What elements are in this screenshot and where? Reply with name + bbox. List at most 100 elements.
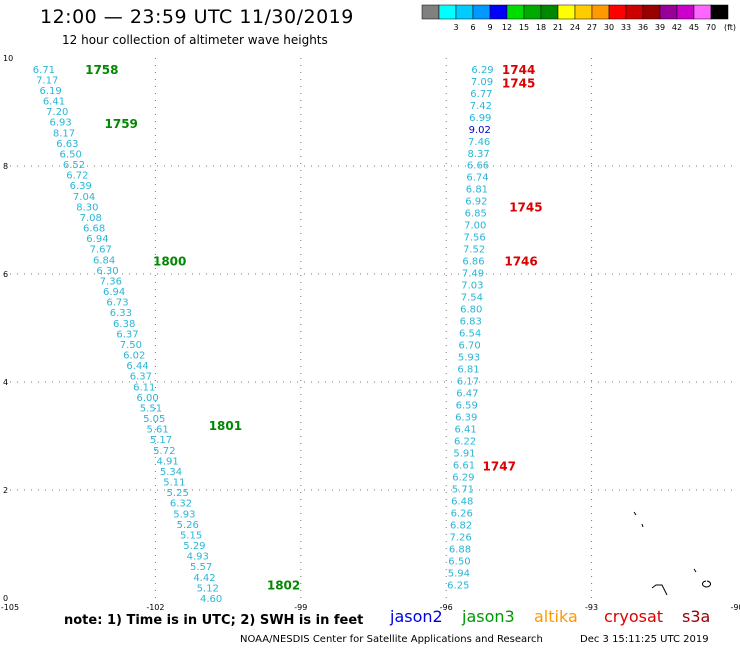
page-subtitle: 12 hour collection of altimeter wave hei…	[62, 33, 328, 47]
left-track-wave-height-label: 8.30	[76, 202, 98, 213]
right-track-wave-height-label: 6.25	[447, 581, 469, 592]
color-scale-swatch	[472, 4, 491, 20]
left-track-wave-height-label: 6.71	[33, 65, 55, 76]
color-scale-swatch	[693, 4, 712, 20]
right-track-wave-height-label: 6.29	[471, 65, 493, 76]
right-track-wave-height-label: 6.83	[460, 317, 482, 328]
left-track-wave-height-label: 5.25	[167, 488, 189, 499]
color-scale-label: 27	[587, 23, 597, 32]
satellite-legend-altika: altika	[534, 607, 578, 626]
right-track-wave-height-label: 7.03	[461, 281, 483, 292]
color-scale-label: 9	[487, 23, 492, 32]
right-track-wave-height-label: 5.94	[448, 569, 470, 580]
right-track-wave-height-label: 6.41	[455, 425, 477, 436]
color-scale-swatch	[455, 4, 474, 20]
left-track-wave-height-label: 7.17	[36, 75, 58, 86]
y-tick-label: 4	[3, 378, 8, 387]
right-track-wave-height-label: 6.82	[450, 521, 472, 532]
right-track-wave-height-label: 6.61	[453, 461, 475, 472]
left-track-wave-height-label: 4.42	[193, 573, 215, 584]
credit-text: NOAA/NESDIS Center for Satellite Applica…	[240, 634, 543, 645]
right-track-wave-height-label: 6.59	[456, 401, 478, 412]
left-track-time-label: 1758	[85, 63, 118, 77]
left-track-wave-height-label: 5.93	[173, 509, 195, 520]
left-track-wave-height-label: 6.32	[170, 499, 192, 510]
left-track-wave-height-label: 6.00	[136, 393, 158, 404]
left-track-wave-height-label: 6.68	[83, 224, 105, 235]
color-scale-swatch	[625, 4, 644, 20]
left-track-wave-height-label: 4.91	[157, 456, 179, 467]
right-track-wave-height-label: 6.47	[456, 389, 478, 400]
left-track-wave-height-label: 5.34	[160, 467, 182, 478]
left-track-wave-height-label: 5.61	[146, 425, 168, 436]
coastline-fragment	[633, 511, 711, 596]
color-scale-label: 39	[655, 23, 665, 32]
y-tick-label: 10	[3, 54, 13, 63]
x-tick-label: -99	[294, 603, 307, 612]
color-scale-swatch	[506, 4, 525, 20]
left-track-wave-height-label: 6.72	[66, 171, 88, 182]
y-tick-label: 2	[3, 486, 8, 495]
right-track-wave-height-label: 6.99	[469, 113, 491, 124]
right-track-wave-height-label: 7.26	[449, 533, 471, 544]
left-track-time-label: 1802	[267, 579, 300, 593]
right-track-wave-height-label: 7.52	[463, 245, 485, 256]
left-track-wave-height-label: 4.60	[200, 594, 222, 605]
right-track-wave-height-label: 6.50	[448, 557, 470, 568]
left-track-wave-height-label: 7.20	[46, 107, 68, 118]
left-track-wave-height-label: 6.44	[126, 361, 148, 372]
left-track-wave-height-label: 6.39	[70, 181, 92, 192]
left-track-wave-height-label: 6.73	[106, 298, 128, 309]
left-track-wave-height-label: 4.93	[187, 552, 209, 563]
right-track-wave-height-label: 7.49	[462, 269, 484, 280]
right-track-wave-height-label: 6.85	[465, 209, 487, 220]
right-track-wave-height-label: 5.91	[453, 449, 475, 460]
x-tick-label: -102	[146, 603, 164, 612]
left-track-wave-height-label: 5.29	[183, 541, 205, 552]
color-scale-swatch	[523, 4, 542, 20]
left-track-wave-height-label: 6.02	[123, 351, 145, 362]
page-title: 12:00 — 23:59 UTC 11/30/2019	[40, 6, 354, 28]
left-track-wave-height-label: 6.41	[43, 97, 65, 108]
left-track-wave-height-label: 7.08	[80, 213, 102, 224]
right-track-wave-height-label: 6.81	[466, 185, 488, 196]
left-track-wave-height-label: 7.50	[120, 340, 142, 351]
y-tick-label: 6	[3, 270, 8, 279]
satellite-legend-jason2: jason2	[390, 607, 443, 626]
left-track-wave-height-label: 6.37	[116, 329, 138, 340]
left-track-wave-height-label: 8.17	[53, 128, 75, 139]
left-track-wave-height-label: 6.11	[133, 382, 155, 393]
satellite-legend-jason3: jason3	[462, 607, 515, 626]
left-track-wave-height-label: 5.72	[153, 446, 175, 457]
color-scale-label: 6	[470, 23, 475, 32]
color-scale-label: 42	[672, 23, 682, 32]
left-track-wave-height-label: 6.52	[63, 160, 85, 171]
right-track-wave-height-label: 6.74	[466, 173, 488, 184]
right-track-time-label: 1745	[502, 76, 535, 90]
color-scale-swatch	[489, 4, 508, 20]
right-track-wave-height-label: 6.54	[459, 329, 481, 340]
right-track-wave-height-label: 6.26	[451, 509, 473, 520]
left-track-wave-height-label: 6.30	[96, 266, 118, 277]
left-track-wave-height-label: 6.38	[113, 319, 135, 330]
color-scale-swatch	[659, 4, 678, 20]
left-track-wave-height-label: 7.67	[90, 245, 112, 256]
color-scale-swatch	[438, 4, 457, 20]
color-scale-label: 70	[706, 23, 716, 32]
left-track-wave-height-label: 6.33	[110, 308, 132, 319]
right-track-wave-height-label: 6.80	[460, 305, 482, 316]
color-scale-label: 45	[689, 23, 699, 32]
left-track-wave-height-label: 6.19	[39, 86, 61, 97]
color-scale-swatch	[676, 4, 695, 20]
color-scale-swatch	[421, 4, 440, 20]
right-track-wave-height-label: 5.71	[452, 485, 474, 496]
x-tick-label: -96	[440, 603, 453, 612]
color-scale-swatch	[642, 4, 661, 20]
right-track-wave-height-label: 9.02	[469, 125, 491, 136]
credit-timestamp: Dec 3 15:11:25 UTC 2019	[580, 634, 709, 645]
right-track-wave-height-label: 6.29	[452, 473, 474, 484]
color-scale-swatch	[540, 4, 559, 20]
x-tick-label: -105	[1, 603, 19, 612]
right-track-time-label: 1747	[483, 460, 516, 474]
right-track-wave-height-label: 6.66	[467, 161, 489, 172]
